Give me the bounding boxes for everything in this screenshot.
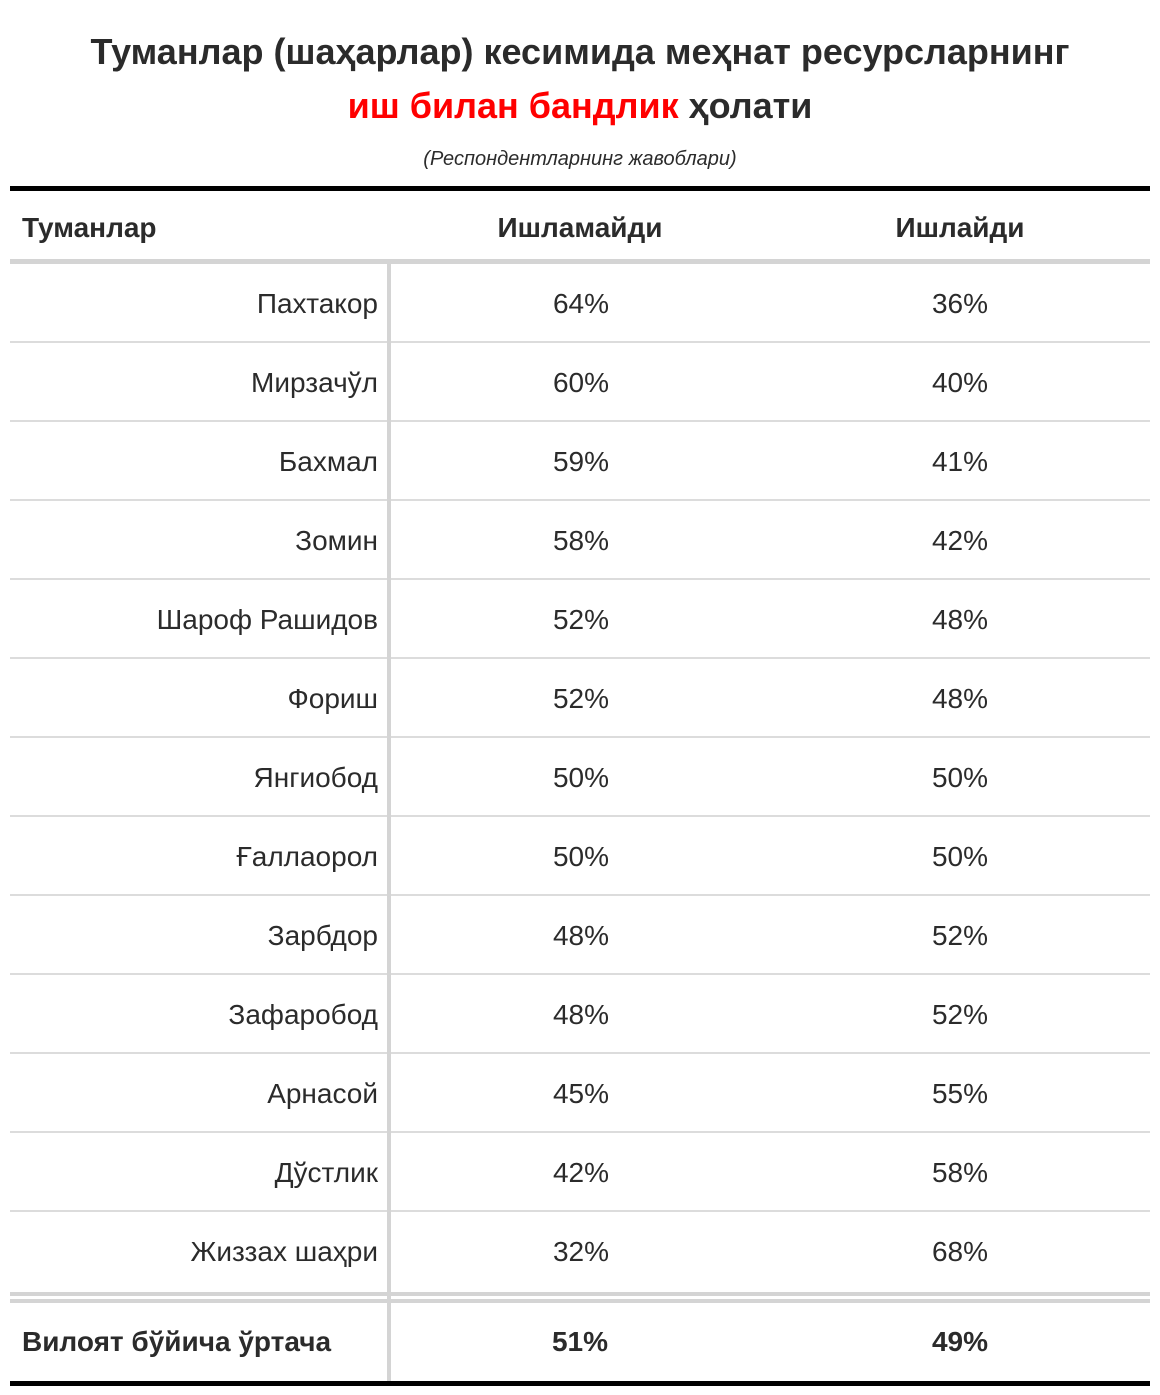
chart-title-accent: иш билан бандлик (347, 85, 679, 126)
row-working-value: 55% (931, 1078, 989, 1109)
table-row: Зарбдор 48% 52% (10, 896, 1150, 975)
row-separator (10, 1131, 1150, 1133)
table-row: Бахмал 59% 41% (10, 422, 1150, 501)
footer-double-rule-bottom (10, 1299, 1150, 1303)
footer-not-working-value: 51% (551, 1326, 609, 1357)
row-separator (10, 341, 1150, 343)
row-working-value: 52% (931, 999, 989, 1030)
column-header-district: Туманлар (22, 212, 157, 243)
row-separator (10, 499, 1150, 501)
row-not-working-value: 58% (552, 525, 610, 556)
row-working-value: 58% (931, 1157, 989, 1188)
row-working-value: 36% (931, 288, 989, 319)
header-rule (10, 259, 1150, 264)
row-not-working-value: 64% (552, 288, 610, 319)
row-separator (10, 1210, 1150, 1212)
row-working-value: 50% (931, 762, 989, 793)
row-working-value: 50% (931, 841, 989, 872)
row-not-working-value: 32% (552, 1236, 610, 1267)
row-separator (10, 420, 1150, 422)
row-district-name: Мирзачўл (251, 367, 378, 398)
row-district-name: Зафаробод (228, 999, 378, 1030)
table-top-rule (10, 186, 1150, 191)
chart-title-line1: Туманлар (шаҳарлар) кесимида меҳнат ресу… (90, 31, 1070, 72)
row-separator (10, 1052, 1150, 1054)
column-divider (387, 264, 391, 1382)
row-separator (10, 657, 1150, 659)
table-row: Янгиобод 50% 50% (10, 738, 1150, 817)
row-not-working-value: 42% (552, 1157, 610, 1188)
table-row: Зафаробод 48% 52% (10, 975, 1150, 1054)
row-district-name: Ғаллаорол (236, 841, 378, 872)
chart-title-line2: иш билан бандлик ҳолати (0, 84, 1160, 128)
row-district-name: Зарбдор (267, 920, 378, 951)
table-row: Пахтакор 64% 36% (10, 264, 1150, 343)
row-working-value: 42% (931, 525, 989, 556)
row-separator (10, 894, 1150, 896)
row-not-working-value: 59% (552, 446, 610, 477)
table-row: Жиззах шаҳри 32% 68% (10, 1212, 1150, 1291)
row-working-value: 68% (931, 1236, 989, 1267)
row-not-working-value: 50% (552, 841, 610, 872)
row-not-working-value: 52% (552, 604, 610, 635)
footer-double-rule-top (10, 1292, 1150, 1296)
row-separator (10, 578, 1150, 580)
table-row: Мирзачўл 60% 40% (10, 343, 1150, 422)
row-district-name: Янгиобод (253, 762, 378, 793)
row-working-value: 40% (931, 367, 989, 398)
row-not-working-value: 60% (552, 367, 610, 398)
column-header-not-working: Ишламайди (497, 212, 663, 243)
row-district-name: Жиззах шаҳри (190, 1236, 378, 1267)
row-district-name: Шароф Рашидов (156, 604, 378, 635)
row-not-working-value: 48% (552, 920, 610, 951)
row-separator (10, 815, 1150, 817)
table-row: Ғаллаорол 50% 50% (10, 817, 1150, 896)
table-row: Дўстлик 42% 58% (10, 1133, 1150, 1212)
row-not-working-value: 48% (552, 999, 610, 1030)
row-working-value: 48% (931, 604, 989, 635)
chart-subtitle: (Респондентларнинг жавоблари) (423, 148, 737, 170)
table-row: Шароф Рашидов 52% 48% (10, 580, 1150, 659)
row-district-name: Пахтакор (256, 288, 378, 319)
row-working-value: 52% (931, 920, 989, 951)
column-header-working: Ишлайди (895, 212, 1025, 243)
chart-title-rest: ҳолати (678, 85, 813, 126)
row-separator (10, 973, 1150, 975)
table-bottom-rule (10, 1381, 1150, 1386)
row-district-name: Арнасой (267, 1078, 378, 1109)
footer-working-value: 49% (931, 1326, 989, 1357)
footer-label: Вилоят бўйича ўртача (22, 1326, 332, 1357)
row-not-working-value: 50% (552, 762, 610, 793)
row-not-working-value: 45% (552, 1078, 610, 1109)
row-district-name: Дўстлик (274, 1157, 378, 1188)
table-row: Фориш 52% 48% (10, 659, 1150, 738)
row-district-name: Фориш (287, 683, 378, 714)
row-not-working-value: 52% (552, 683, 610, 714)
row-working-value: 48% (931, 683, 989, 714)
row-district-name: Бахмал (278, 446, 378, 477)
row-separator (10, 736, 1150, 738)
table-row: Арнасой 45% 55% (10, 1054, 1150, 1133)
table-row: Зомин 58% 42% (10, 501, 1150, 580)
row-district-name: Зомин (295, 525, 378, 556)
row-working-value: 41% (931, 446, 989, 477)
